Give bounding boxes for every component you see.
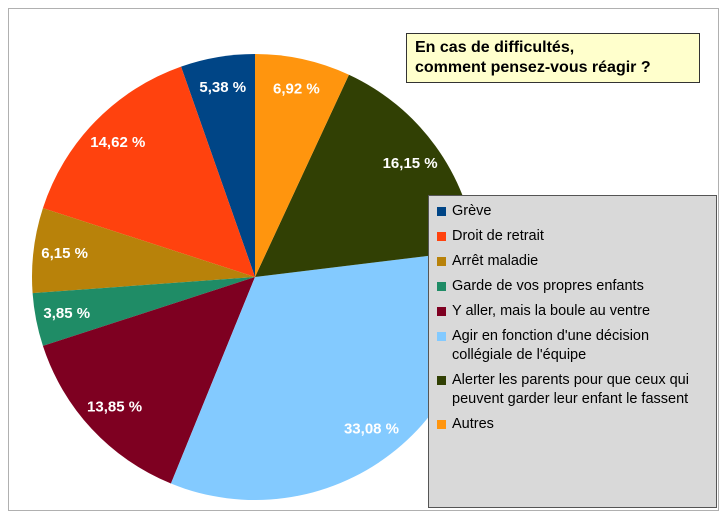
legend: Grève Droit de retrait Arrêt maladie Garde … bbox=[428, 195, 717, 508]
legend-item: Alerter les parents pour que ceux qui pe… bbox=[437, 371, 708, 409]
legend-item: Arrêt maladie bbox=[437, 252, 708, 271]
legend-label: Droit de retrait bbox=[452, 228, 544, 244]
legend-label: Garde de vos propres enfants bbox=[452, 278, 644, 294]
legend-label: Alerter les parents pour que ceux qui pe… bbox=[452, 372, 689, 407]
legend-swatch bbox=[437, 232, 446, 241]
pie-slice bbox=[32, 277, 255, 346]
legend-swatch bbox=[437, 376, 446, 385]
data-label: 16,15 % bbox=[383, 155, 438, 172]
pie-slice bbox=[181, 54, 255, 277]
pie-slice bbox=[255, 54, 349, 277]
data-label: 33,08 % bbox=[344, 420, 399, 437]
legend-swatch bbox=[437, 257, 446, 266]
data-label: 13,85 % bbox=[87, 399, 142, 416]
chart-frame bbox=[8, 8, 719, 511]
legend-swatch bbox=[437, 207, 446, 216]
legend-label: Agir en fonction d'une décision collégia… bbox=[452, 328, 650, 363]
pie-slice bbox=[170, 250, 478, 500]
data-label: 6,15 % bbox=[41, 245, 88, 262]
legend-item: Agir en fonction d'une décision collégia… bbox=[437, 327, 708, 365]
legend-item: Garde de vos propres enfants bbox=[437, 277, 708, 296]
data-label: 14,62 % bbox=[90, 134, 145, 151]
legend-item: Y aller, mais la boule au ventre bbox=[437, 302, 708, 321]
legend-label: Grève bbox=[452, 203, 492, 219]
pie-slice bbox=[42, 66, 255, 277]
legend-item: Autres bbox=[437, 415, 708, 434]
chart-title: En cas de difficultés, comment pensez-vo… bbox=[406, 33, 700, 83]
legend-swatch bbox=[437, 307, 446, 316]
legend-swatch bbox=[437, 282, 446, 291]
pie-slice bbox=[42, 277, 255, 484]
data-label: 5,38 % bbox=[199, 79, 246, 96]
legend-item: Grève bbox=[437, 202, 708, 221]
legend-label: Autres bbox=[452, 416, 494, 432]
pie-slice bbox=[31, 208, 255, 294]
data-label: 6,92 % bbox=[273, 81, 320, 98]
legend-label: Arrêt maladie bbox=[452, 253, 539, 269]
legend-swatch bbox=[437, 420, 446, 429]
legend-label: Y aller, mais la boule au ventre bbox=[452, 303, 651, 319]
pie-slice bbox=[255, 74, 477, 277]
data-label: 3,85 % bbox=[43, 305, 90, 322]
legend-item: Droit de retrait bbox=[437, 227, 708, 246]
legend-swatch bbox=[437, 332, 446, 341]
